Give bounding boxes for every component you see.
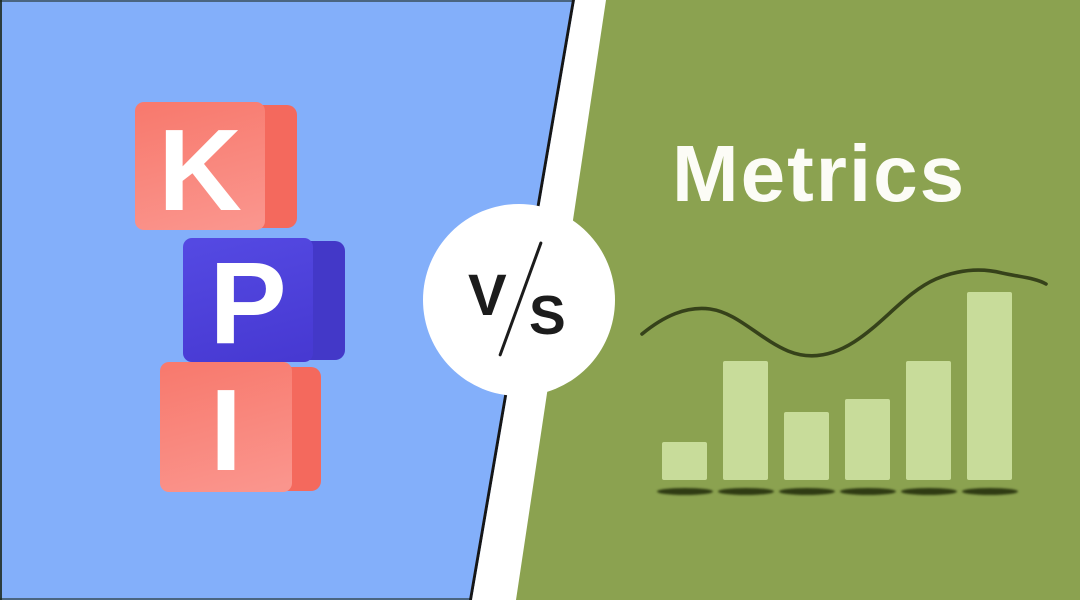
block-i: I bbox=[160, 362, 321, 492]
metrics-title: Metrics bbox=[672, 129, 967, 218]
block-letter-i: I bbox=[209, 365, 243, 495]
block-k: K bbox=[135, 102, 297, 230]
vs-badge: V S bbox=[423, 204, 615, 396]
vs-letter-s: S bbox=[529, 284, 566, 346]
block-p-face: P bbox=[183, 238, 313, 362]
block-letter-p: P bbox=[209, 238, 287, 368]
block-i-face: I bbox=[160, 362, 292, 492]
block-letter-k: K bbox=[158, 105, 242, 235]
block-k-face: K bbox=[135, 102, 265, 230]
block-p: P bbox=[183, 238, 345, 362]
vs-letter-v: V bbox=[468, 263, 507, 328]
